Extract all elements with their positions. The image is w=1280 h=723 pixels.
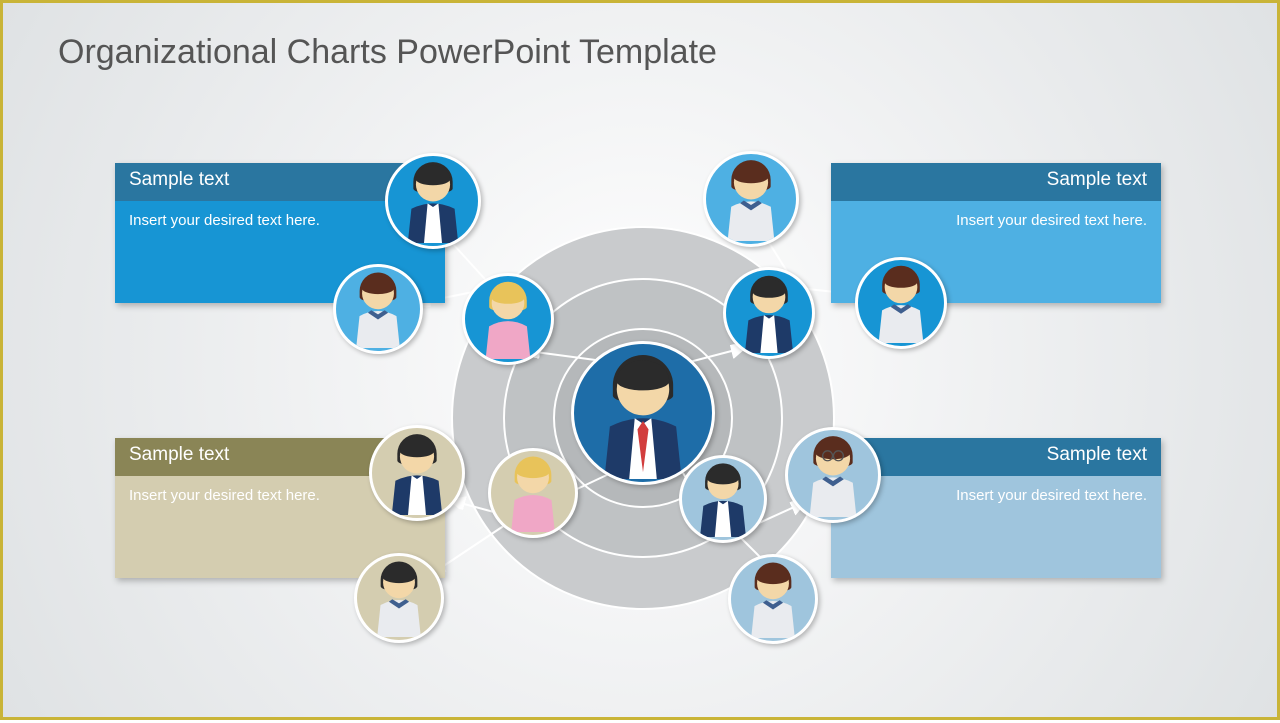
- avatar-bl-inner: [488, 448, 578, 538]
- avatar-br-outer: [785, 427, 881, 523]
- avatar-tl-mid: [333, 264, 423, 354]
- slide-frame: Organizational Charts PowerPoint Templat…: [0, 0, 1280, 720]
- avatar-bl-outer: [369, 425, 465, 521]
- avatar-br-inner: [679, 455, 767, 543]
- avatar-tr-inner: [723, 267, 815, 359]
- card-header: Sample text: [831, 163, 1161, 201]
- avatar-tl-inner: [462, 273, 554, 365]
- avatar-bl-mid: [354, 553, 444, 643]
- avatar-tl-outer: [385, 153, 481, 249]
- avatar-center: [571, 341, 715, 485]
- avatar-br-mid: [728, 554, 818, 644]
- avatar-tr-outer: [703, 151, 799, 247]
- avatar-tr-mid: [855, 257, 947, 349]
- card-body: Insert your desired text here.: [831, 476, 1161, 578]
- card-bottom-right: Sample text Insert your desired text her…: [831, 438, 1161, 578]
